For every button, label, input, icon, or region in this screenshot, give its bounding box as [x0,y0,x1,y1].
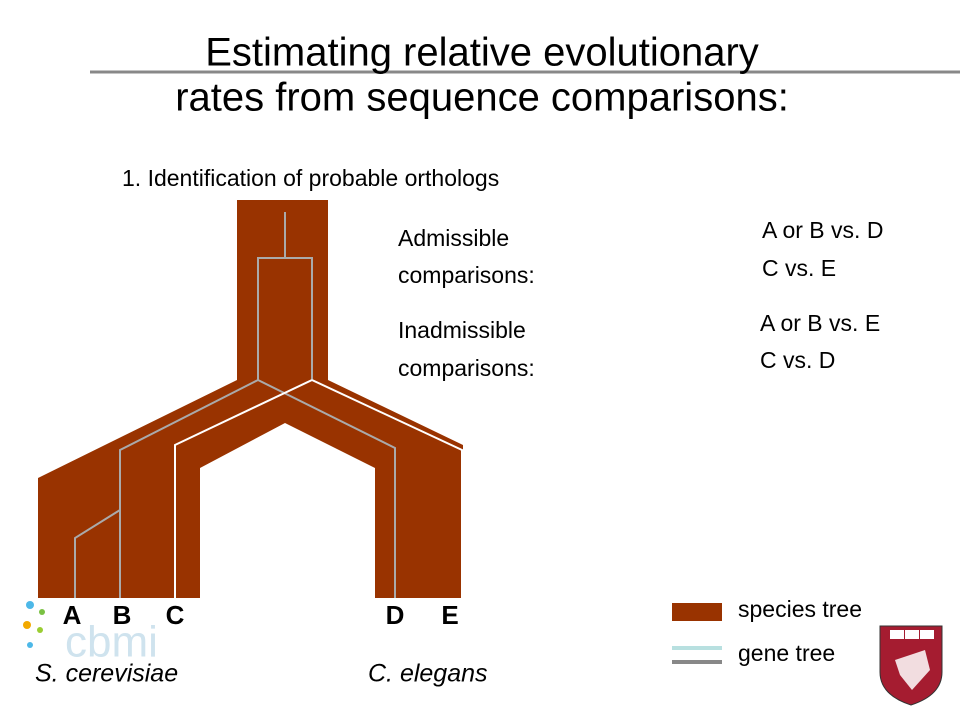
species-name: C. elegans [368,660,488,688]
admissible-item: C vs. E [762,255,836,281]
harvard-shield [879,625,943,706]
inadmissible-label: comparisons: [398,355,535,381]
leaf-label: D [386,600,405,630]
inadmissible-item: C vs. D [760,347,835,373]
species-tree [38,200,463,598]
inadmissible-item: A or B vs. E [760,310,880,336]
leaf-label: B [113,600,132,630]
species-name: S. cerevisiae [35,660,178,688]
legend-label: gene tree [738,640,835,666]
legend-label: species tree [738,596,862,622]
leaf-label: A [63,600,82,630]
logo-text: cbmi [65,618,158,667]
legend-swatch [672,603,722,621]
admissible-label: comparisons: [398,262,535,288]
leaf-label: C [166,600,185,630]
admissible-item: A or B vs. D [762,217,883,243]
leaf-label: E [441,600,458,630]
title-line: Estimating relative evolutionary [205,31,759,75]
title-line: rates from sequence comparisons: [175,76,789,120]
inadmissible-label: Inadmissible [398,317,526,343]
subtitle: 1. Identification of probable orthologs [122,165,499,191]
cbmi-logo: cbmi [23,601,158,667]
admissible-label: Admissible [398,225,509,251]
gene-tree [74,212,463,598]
